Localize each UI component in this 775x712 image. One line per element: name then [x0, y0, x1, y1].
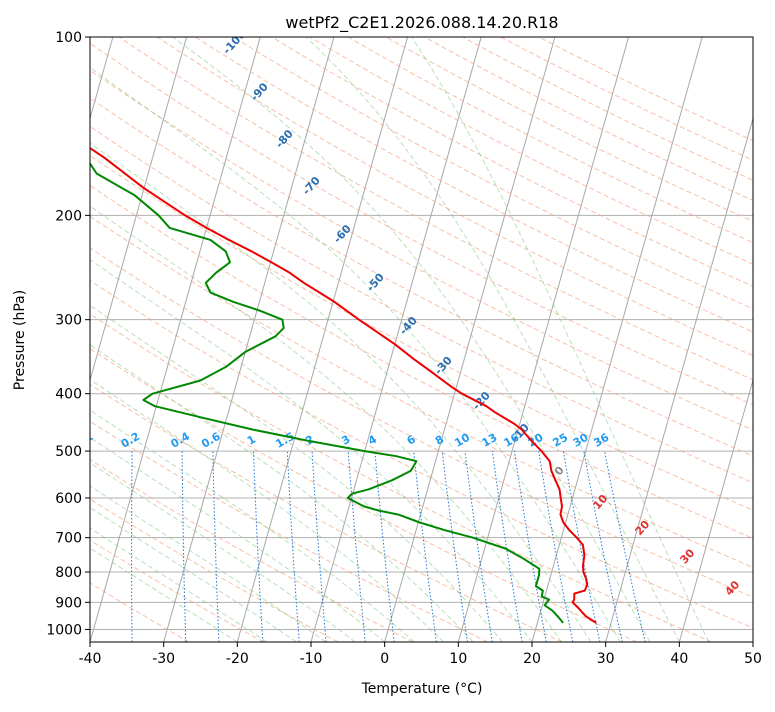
y-axis-label: Pressure (hPa) [12, 290, 28, 390]
y-tick-label: 700 [55, 531, 82, 547]
x-tick-label: 30 [597, 651, 615, 667]
x-tick-label: 40 [670, 651, 688, 667]
y-tick-label: 400 [55, 387, 82, 403]
x-tick-label: -10 [300, 651, 323, 667]
y-tick-label: 500 [55, 444, 82, 460]
y-tick-label: 800 [55, 565, 82, 581]
x-tick-label: 0 [380, 651, 389, 667]
x-tick-label: 10 [449, 651, 467, 667]
x-tick-label: -40 [79, 651, 102, 667]
y-tick-label: 1000 [46, 622, 82, 638]
y-tick-label: 100 [55, 30, 82, 46]
chart-title: wetPf2_C2E1.2026.088.14.20.R18 [285, 13, 558, 33]
mixing-ratio-line [132, 451, 133, 642]
x-axis-label: Temperature (°C) [361, 681, 483, 697]
x-tick-label: -20 [226, 651, 249, 667]
y-tick-label: 300 [55, 313, 82, 329]
x-tick-label: 50 [744, 651, 762, 667]
y-tick-label: 200 [55, 208, 82, 224]
x-tick-label: 20 [523, 651, 541, 667]
y-tick-label: 900 [55, 595, 82, 611]
y-tick-label: 600 [55, 491, 82, 507]
x-tick-label: -30 [152, 651, 175, 667]
